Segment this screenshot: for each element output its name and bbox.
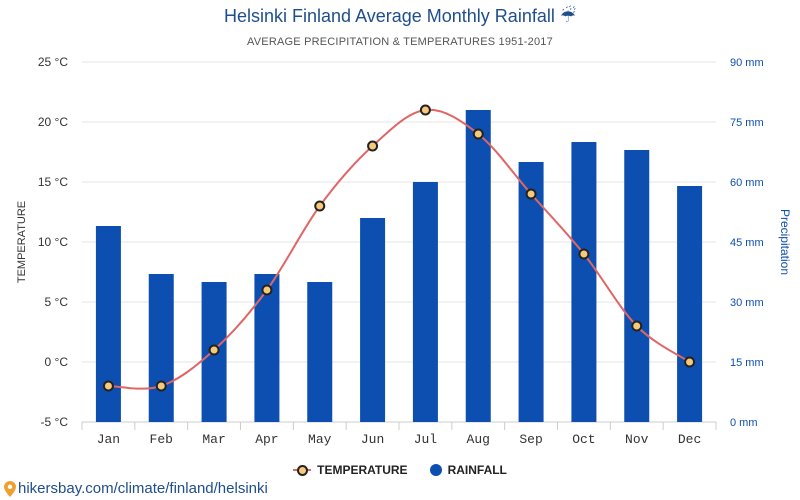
- legend-item-rainfall[interactable]: RAINFALL: [429, 463, 507, 477]
- x-tick-label: Mar: [202, 432, 225, 447]
- legend-item-temperature[interactable]: TEMPERATURE: [293, 463, 408, 477]
- temperature-point-sep: [525, 188, 537, 200]
- legend-bar-marker-icon: [429, 464, 442, 476]
- left-tick-label: 0 °C: [45, 355, 69, 369]
- x-tick-label: Jan: [97, 432, 120, 447]
- legend-line-marker-icon: [293, 464, 312, 476]
- temperature-point-jan: [102, 380, 114, 392]
- x-tick-label: Jul: [414, 432, 438, 447]
- rainfall-bar-feb: [148, 274, 174, 422]
- temperature-point-nov: [631, 320, 643, 332]
- rainfall-bar-sep: [518, 162, 544, 422]
- left-tick-label: 25 °C: [38, 55, 68, 69]
- rainfall-bar-jun: [360, 218, 386, 422]
- x-tick-label: Feb: [150, 432, 173, 447]
- rainfall-bar-jan: [95, 226, 121, 422]
- chart-title: Helsinki Finland Average Monthly Rainfal…: [0, 6, 800, 27]
- right-tick-label: 15 mm: [730, 357, 764, 369]
- left-tick-label: 10 °C: [38, 235, 68, 249]
- x-tick-label: Jun: [361, 432, 384, 447]
- left-axis-title: TEMPERATURE: [16, 201, 28, 283]
- legend-temperature-label: TEMPERATURE: [317, 463, 408, 477]
- temperature-point-jul: [419, 104, 431, 116]
- left-tick-label: 5 °C: [45, 295, 69, 309]
- temperature-point-mar: [208, 344, 220, 356]
- temperature-point-aug: [472, 128, 484, 140]
- right-tick-label: 60 mm: [730, 177, 764, 189]
- x-tick-label: Apr: [255, 432, 278, 447]
- chart-title-text: Helsinki Finland Average Monthly Rainfal…: [224, 6, 555, 26]
- x-tick-label: Oct: [572, 432, 595, 447]
- temperature-point-may: [314, 200, 326, 212]
- right-tick-label: 45 mm: [730, 237, 764, 249]
- temperature-point-jun: [367, 140, 379, 152]
- chart-subtitle: AVERAGE PRECIPITATION & TEMPERATURES 195…: [247, 36, 553, 48]
- rainfall-bar-may: [307, 282, 333, 422]
- x-tick-label: May: [308, 432, 332, 447]
- x-tick-label: Dec: [678, 432, 701, 447]
- x-tick-label: Nov: [625, 432, 649, 447]
- left-tick-label: 20 °C: [38, 115, 68, 129]
- temperature-point-feb: [155, 380, 167, 392]
- umbrella-icon: ☔: [559, 6, 576, 26]
- x-tick-label: Aug: [467, 432, 490, 447]
- location-pin-icon: [4, 480, 16, 497]
- right-axis-title: Precipitation: [778, 209, 792, 275]
- rainfall-bar-oct: [571, 142, 597, 422]
- rainfall-bar-aug: [465, 110, 491, 422]
- legend-rainfall-label: RAINFALL: [447, 463, 507, 477]
- source-link-text: hikersbay.com/climate/finland/helsinki: [18, 480, 268, 497]
- temperature-point-apr: [261, 284, 273, 296]
- rainfall-bar-apr: [254, 274, 280, 422]
- temperature-line: [108, 108, 691, 390]
- right-tick-label: 75 mm: [730, 117, 764, 129]
- rainfall-bar-jul: [412, 182, 438, 422]
- chart-legend: TEMPERATURE RAINFALL: [0, 463, 800, 477]
- rainfall-bar-nov: [624, 150, 650, 422]
- x-tick-label: Sep: [519, 432, 542, 447]
- left-tick-label: 15 °C: [38, 175, 68, 189]
- right-tick-label: 0 mm: [730, 417, 758, 429]
- left-tick-label: -5 °C: [41, 415, 69, 429]
- source-link[interactable]: hikersbay.com/climate/finland/helsinki: [4, 480, 268, 497]
- rainfall-bar-dec: [677, 186, 703, 422]
- temperature-point-oct: [578, 248, 590, 260]
- right-tick-label: 30 mm: [730, 297, 764, 309]
- temperature-point-dec: [684, 356, 696, 368]
- right-tick-label: 90 mm: [730, 57, 764, 69]
